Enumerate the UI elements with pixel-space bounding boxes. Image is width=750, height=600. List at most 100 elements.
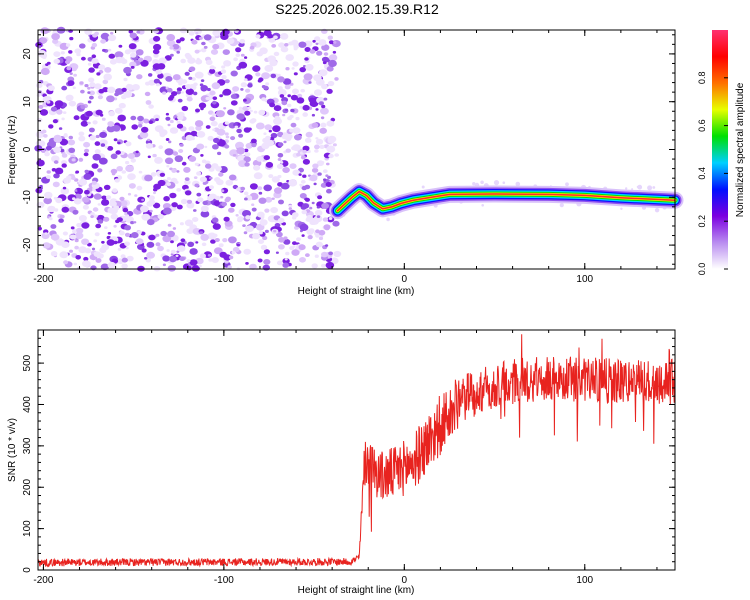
- noise-speckle: [101, 195, 107, 200]
- noise-speckle: [265, 161, 274, 168]
- noise-speckle: [223, 107, 227, 110]
- noise-speckle: [146, 241, 155, 248]
- noise-speckle: [253, 164, 261, 171]
- noise-speckle: [39, 109, 49, 116]
- noise-speckle: [308, 81, 312, 84]
- noise-speckle: [212, 43, 220, 50]
- noise-speckle: [177, 245, 186, 252]
- noise-speckle: [91, 163, 99, 169]
- noise-speckle: [109, 200, 117, 207]
- noise-speckle: [287, 94, 292, 98]
- noise-speckle: [200, 154, 204, 157]
- noise-speckle: [110, 168, 118, 174]
- noise-speckle: [304, 184, 311, 190]
- noise-speckle: [284, 43, 289, 47]
- noise-speckle: [106, 239, 115, 246]
- x-tick-label: 100: [576, 274, 593, 285]
- noise-speckle: [262, 264, 270, 271]
- noise-speckle: [137, 196, 146, 203]
- noise-speckle: [515, 181, 521, 187]
- noise-speckle: [107, 232, 112, 235]
- noise-speckle: [104, 226, 108, 230]
- noise-speckle: [97, 219, 104, 224]
- noise-speckle: [90, 212, 95, 216]
- noise-speckle: [195, 58, 203, 65]
- noise-speckle: [320, 116, 325, 120]
- noise-speckle: [184, 219, 194, 227]
- noise-speckle: [162, 235, 171, 243]
- noise-speckle: [37, 226, 42, 231]
- noise-speckle: [45, 175, 51, 179]
- noise-speckle: [74, 245, 79, 250]
- noise-speckle: [119, 151, 125, 155]
- noise-speckle: [115, 150, 121, 155]
- x-tick-label: -100: [214, 274, 234, 285]
- x-tick-label: -100: [214, 575, 234, 586]
- noise-speckle: [245, 225, 254, 233]
- noise-speckle: [46, 170, 51, 174]
- noise-speckle: [121, 87, 127, 92]
- noise-speckle: [314, 36, 321, 42]
- noise-speckle: [50, 224, 57, 229]
- noise-speckle: [265, 196, 273, 203]
- noise-speckle: [172, 43, 180, 50]
- noise-speckle: [88, 67, 95, 73]
- noise-speckle: [36, 82, 43, 89]
- noise-speckle: [263, 155, 270, 161]
- noise-speckle: [311, 263, 318, 269]
- noise-speckle: [51, 33, 60, 41]
- noise-speckle: [289, 128, 294, 133]
- noise-speckle: [81, 56, 86, 61]
- noise-speckle: [93, 193, 102, 200]
- noise-speckle: [316, 160, 324, 167]
- noise-speckle: [53, 146, 62, 153]
- noise-speckle: [60, 254, 64, 258]
- noise-speckle: [236, 187, 241, 192]
- noise-speckle: [298, 173, 302, 176]
- noise-speckle: [234, 125, 239, 129]
- noise-speckle: [140, 205, 149, 213]
- noise-speckle: [72, 197, 76, 201]
- noise-speckle: [109, 59, 117, 65]
- noise-speckle: [210, 239, 216, 244]
- noise-speckle: [119, 196, 125, 201]
- noise-speckle: [278, 42, 285, 48]
- noise-speckle: [260, 220, 268, 226]
- noise-speckle: [46, 61, 51, 65]
- noise-speckle: [128, 183, 136, 189]
- noise-speckle: [107, 146, 114, 151]
- noise-speckle: [124, 241, 130, 247]
- noise-speckle: [257, 186, 263, 191]
- noise-speckle: [124, 225, 131, 231]
- noise-speckle: [263, 184, 273, 192]
- noise-speckle: [98, 88, 105, 94]
- noise-speckle: [60, 51, 65, 55]
- noise-speckle: [321, 263, 326, 268]
- noise-speckle: [301, 210, 307, 215]
- noise-speckle: [125, 246, 129, 250]
- noise-speckle: [213, 247, 223, 255]
- noise-speckle: [322, 61, 327, 65]
- noise-speckle: [180, 238, 186, 243]
- noise-speckle: [94, 232, 100, 237]
- noise-speckle: [207, 87, 211, 92]
- noise-speckle: [121, 170, 127, 174]
- noise-speckle: [243, 156, 251, 163]
- noise-speckle: [320, 107, 329, 115]
- noise-speckle: [268, 37, 276, 43]
- noise-speckle: [114, 51, 124, 59]
- noise-speckle: [141, 248, 147, 253]
- noise-speckle: [88, 77, 95, 83]
- noise-speckle: [117, 141, 121, 145]
- noise-speckle: [305, 253, 310, 257]
- noise-speckle: [313, 74, 322, 82]
- noise-speckle: [180, 91, 185, 94]
- noise-speckle: [244, 162, 250, 167]
- noise-speckle-layer: [34, 26, 674, 272]
- noise-speckle: [300, 179, 306, 184]
- noise-speckle: [52, 119, 59, 124]
- noise-speckle: [154, 156, 163, 164]
- noise-speckle: [189, 248, 198, 255]
- noise-speckle: [114, 178, 120, 183]
- noise-speckle: [191, 77, 196, 81]
